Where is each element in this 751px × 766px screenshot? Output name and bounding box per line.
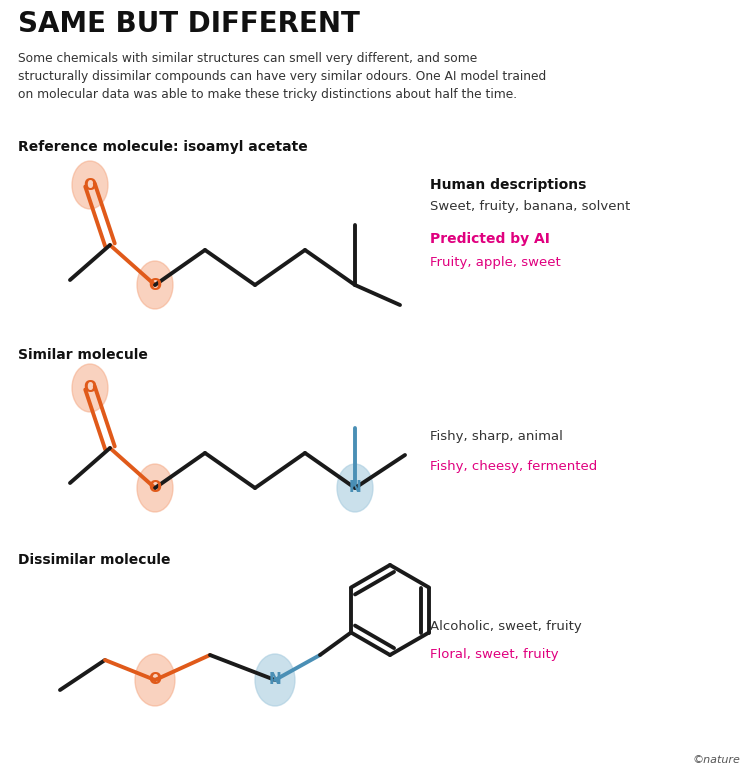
Ellipse shape	[337, 464, 373, 512]
Text: N: N	[269, 673, 282, 688]
Ellipse shape	[137, 261, 173, 309]
Text: Sweet, fruity, banana, solvent: Sweet, fruity, banana, solvent	[430, 200, 630, 213]
Text: O: O	[149, 277, 161, 293]
Text: O: O	[149, 480, 161, 496]
Text: N: N	[348, 480, 361, 496]
Ellipse shape	[137, 464, 173, 512]
Text: Fruity, apple, sweet: Fruity, apple, sweet	[430, 256, 561, 269]
Ellipse shape	[255, 654, 295, 706]
Text: O: O	[83, 178, 96, 192]
Ellipse shape	[72, 161, 108, 209]
Text: Predicted by AI: Predicted by AI	[430, 232, 550, 246]
Text: Fishy, sharp, animal: Fishy, sharp, animal	[430, 430, 563, 443]
Text: Dissimilar molecule: Dissimilar molecule	[18, 553, 170, 567]
Text: ©nature: ©nature	[692, 755, 740, 765]
Text: Alcoholic, sweet, fruity: Alcoholic, sweet, fruity	[430, 620, 582, 633]
Text: Similar molecule: Similar molecule	[18, 348, 148, 362]
Ellipse shape	[72, 364, 108, 412]
Text: Floral, sweet, fruity: Floral, sweet, fruity	[430, 648, 559, 661]
Text: Reference molecule: isoamyl acetate: Reference molecule: isoamyl acetate	[18, 140, 308, 154]
Text: O: O	[83, 381, 96, 395]
Text: Some chemicals with similar structures can smell very different, and some
struct: Some chemicals with similar structures c…	[18, 52, 546, 101]
Text: Fishy, cheesy, fermented: Fishy, cheesy, fermented	[430, 460, 597, 473]
Ellipse shape	[135, 654, 175, 706]
Text: O: O	[149, 673, 161, 688]
Text: SAME BUT DIFFERENT: SAME BUT DIFFERENT	[18, 10, 360, 38]
Text: Human descriptions: Human descriptions	[430, 178, 587, 192]
